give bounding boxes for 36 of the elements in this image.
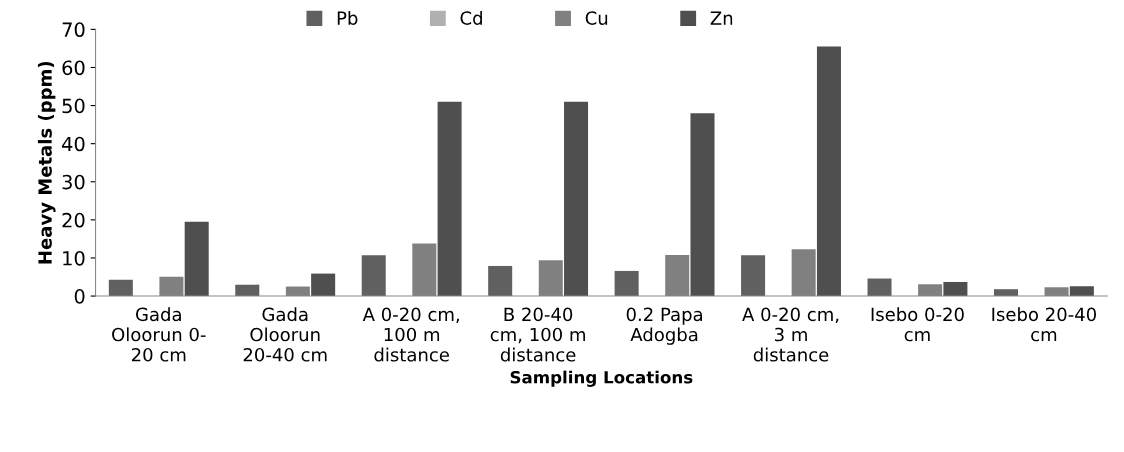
y-tick-label: 50 — [62, 98, 85, 114]
bar — [361, 255, 386, 297]
bar — [867, 278, 892, 297]
bar — [741, 255, 766, 297]
x-tick-label: Gada Oloorun 0- 20 cm — [112, 307, 206, 362]
x-tick-label: Gada Oloorun 20-40 cm — [243, 307, 327, 362]
y-tick-label: 0 — [74, 289, 85, 304]
legend-label: Cu — [585, 11, 608, 25]
legend-label: Zn — [710, 11, 733, 25]
x-axis-title: Sampling Locations — [510, 370, 693, 387]
bar — [690, 113, 715, 297]
legend-label: Pb — [337, 10, 358, 25]
x-tick-label: A 0-20 cm, 100 m distance — [362, 307, 459, 362]
bar — [816, 46, 841, 297]
x-tick-label: B 20-40 cm, 100 m distance — [490, 307, 585, 362]
legend-label: Cd — [460, 10, 482, 25]
x-tick-label: 0.2 Papa Adogba — [626, 307, 702, 345]
bar — [311, 273, 336, 297]
bar — [1069, 286, 1094, 297]
y-tick-label: 60 — [62, 60, 85, 76]
y-tick-label: 10 — [63, 250, 85, 266]
bar — [184, 221, 209, 297]
x-tick-label: A 0-20 cm, 3 m distance — [742, 307, 839, 362]
bar — [614, 270, 639, 297]
bar — [564, 101, 589, 297]
y-tick-label: 20 — [62, 212, 85, 228]
y-tick-label: 40 — [62, 136, 85, 152]
bar — [437, 101, 462, 297]
y-axis-title: Heavy Metals (ppm) — [37, 61, 56, 264]
x-tick-label: Isebo 0-20 cm — [871, 307, 964, 342]
bar — [108, 279, 133, 297]
y-tick-label: 70 — [62, 22, 85, 38]
x-tick-label: Isebo 20-40 cm — [992, 307, 1096, 342]
bar — [943, 281, 968, 297]
y-tick-label: 30 — [62, 174, 85, 190]
bar — [488, 265, 513, 297]
